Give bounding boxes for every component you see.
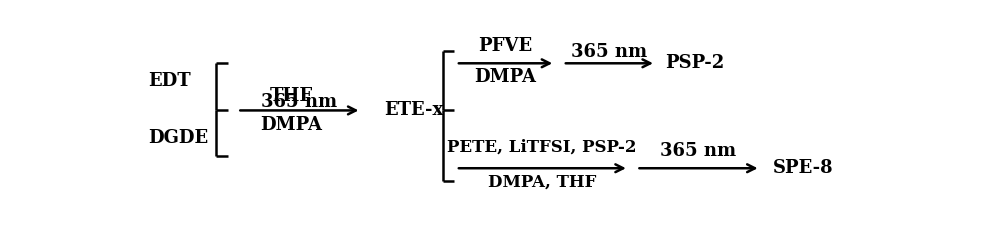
Text: 365 nm: 365 nm [660,142,737,160]
Text: ETE-x: ETE-x [385,101,444,119]
Text: EDT: EDT [148,72,191,90]
Text: THF: THF [270,87,313,105]
Text: 365 nm: 365 nm [261,93,337,111]
Text: DMPA: DMPA [475,68,537,86]
Text: DMPA: DMPA [261,116,323,134]
Text: 365 nm: 365 nm [571,43,647,61]
Text: PETE, LiTFSI, PSP-2: PETE, LiTFSI, PSP-2 [447,138,637,155]
Text: SPE-8: SPE-8 [773,159,833,177]
Text: DMPA, THF: DMPA, THF [488,174,596,191]
Text: DGDE: DGDE [148,129,208,147]
Text: PSP-2: PSP-2 [665,54,724,72]
Text: PFVE: PFVE [478,37,533,55]
